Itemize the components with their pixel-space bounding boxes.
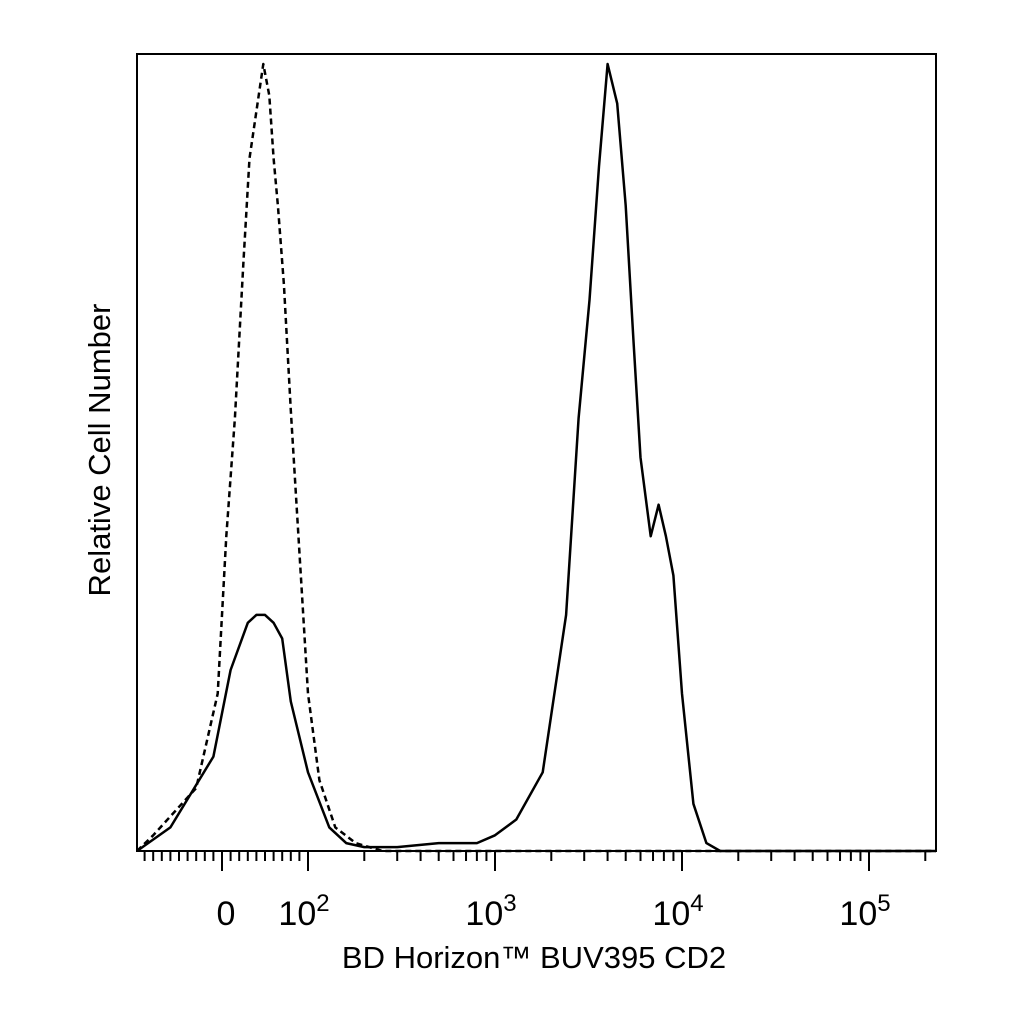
series-line-solid: [136, 62, 936, 853]
y-axis-title: Relative Cell Number: [82, 304, 117, 597]
x-axis-major-ticks: [221, 851, 870, 871]
plot-frame: [136, 53, 937, 852]
x-axis-tick-labels: 0 102 103 104 105: [217, 890, 891, 933]
x-tick-label: 104: [652, 890, 703, 933]
x-tick-label: 102: [278, 890, 329, 933]
x-tick-label: 103: [465, 890, 516, 933]
x-tick-label: 105: [839, 890, 890, 933]
x-tick-label: 0: [217, 895, 236, 933]
histogram-series: [136, 62, 936, 853]
series-line-dashed: [136, 62, 936, 853]
x-axis-title: BD Horizon™ BUV395 CD2: [342, 940, 726, 975]
x-axis-minor-ticks: [143, 851, 927, 861]
